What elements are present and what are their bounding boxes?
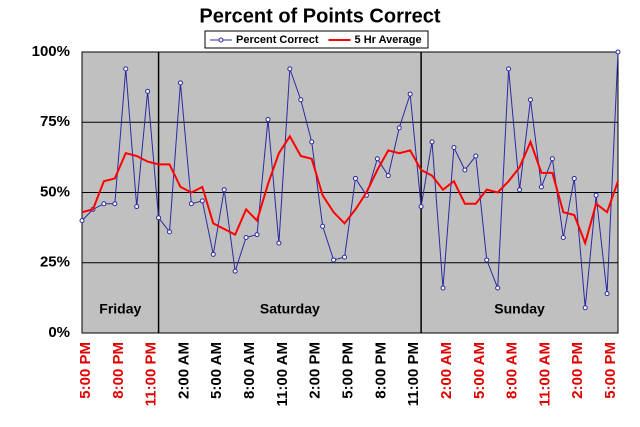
data-point (79, 218, 85, 224)
legend-box (204, 30, 429, 49)
data-point (156, 215, 162, 221)
data-point (112, 201, 118, 207)
data-point (506, 66, 512, 72)
data-point (342, 254, 348, 260)
x-tick-label: 2:00 AM (175, 342, 192, 399)
data-point (385, 173, 391, 179)
y-tick-label: 50% (40, 183, 70, 200)
data-point (243, 234, 249, 240)
plot-border (81, 51, 619, 334)
data-point (210, 251, 216, 257)
data-point (407, 91, 413, 97)
data-point (615, 49, 621, 55)
data-point (484, 257, 490, 263)
day-label: Sunday (494, 301, 545, 317)
x-tick-label: 11:00 AM (536, 342, 553, 406)
data-point (167, 229, 173, 235)
legend-label: 5 Hr Average (355, 34, 422, 46)
data-point (538, 184, 544, 190)
data-point (145, 88, 151, 94)
x-tick-label: 11:00 AM (274, 342, 291, 406)
data-point (571, 175, 577, 181)
data-point (232, 268, 238, 274)
data-point (276, 240, 282, 246)
data-point (199, 198, 205, 204)
x-tick-label: 2:00 AM (438, 342, 455, 399)
data-point (309, 139, 315, 145)
data-point (396, 125, 402, 131)
data-point (123, 66, 129, 72)
data-point (560, 234, 566, 240)
data-point (287, 66, 293, 72)
data-point (254, 232, 260, 238)
y-tick-label: 75% (40, 113, 70, 130)
y-tick-label: 25% (40, 254, 70, 271)
data-point (331, 257, 337, 263)
x-tick-label: 8:00 AM (241, 342, 258, 399)
data-point (101, 201, 107, 207)
data-point (495, 285, 501, 291)
day-label: Friday (99, 301, 141, 317)
data-point (527, 97, 533, 103)
chart-title: Percent of Points Correct (199, 5, 441, 27)
data-point (451, 145, 457, 151)
data-point (134, 204, 140, 210)
x-tick-label: 5:00 AM (471, 342, 488, 399)
data-point (418, 204, 424, 210)
data-point (188, 201, 194, 207)
x-tick-label: 5:00 PM (77, 342, 94, 399)
data-point (440, 285, 446, 291)
y-tick-label: 0% (48, 324, 70, 341)
x-tick-label: 8:00 PM (110, 342, 127, 399)
x-tick-label: 11:00 PM (405, 342, 422, 406)
data-point (593, 192, 599, 198)
data-point (352, 175, 358, 181)
data-point (473, 153, 479, 159)
x-tick-label: 5:00 PM (602, 342, 619, 399)
data-point (374, 156, 380, 162)
data-point (462, 167, 468, 173)
day-label: Saturday (260, 301, 320, 317)
data-point (429, 139, 435, 145)
x-tick-label: 2:00 PM (307, 342, 324, 399)
x-tick-label: 5:00 PM (339, 342, 356, 399)
y-tick-label: 100% (32, 43, 70, 60)
x-tick-label: 8:00 PM (372, 342, 389, 399)
data-point (582, 305, 588, 311)
data-point (549, 156, 555, 162)
data-point (177, 80, 183, 86)
legend-label: Percent Correct (236, 34, 319, 46)
x-tick-label: 2:00 PM (569, 342, 586, 399)
x-tick-label: 8:00 AM (504, 342, 521, 399)
legend-marker (218, 37, 224, 43)
data-point (298, 97, 304, 103)
data-point (517, 187, 523, 193)
data-point (604, 291, 610, 297)
data-point (320, 223, 326, 229)
data-point (265, 116, 271, 122)
x-tick-label: 5:00 AM (208, 342, 225, 399)
x-tick-label: 11:00 PM (143, 342, 160, 406)
series-line (81, 134, 619, 247)
data-point (221, 187, 227, 193)
